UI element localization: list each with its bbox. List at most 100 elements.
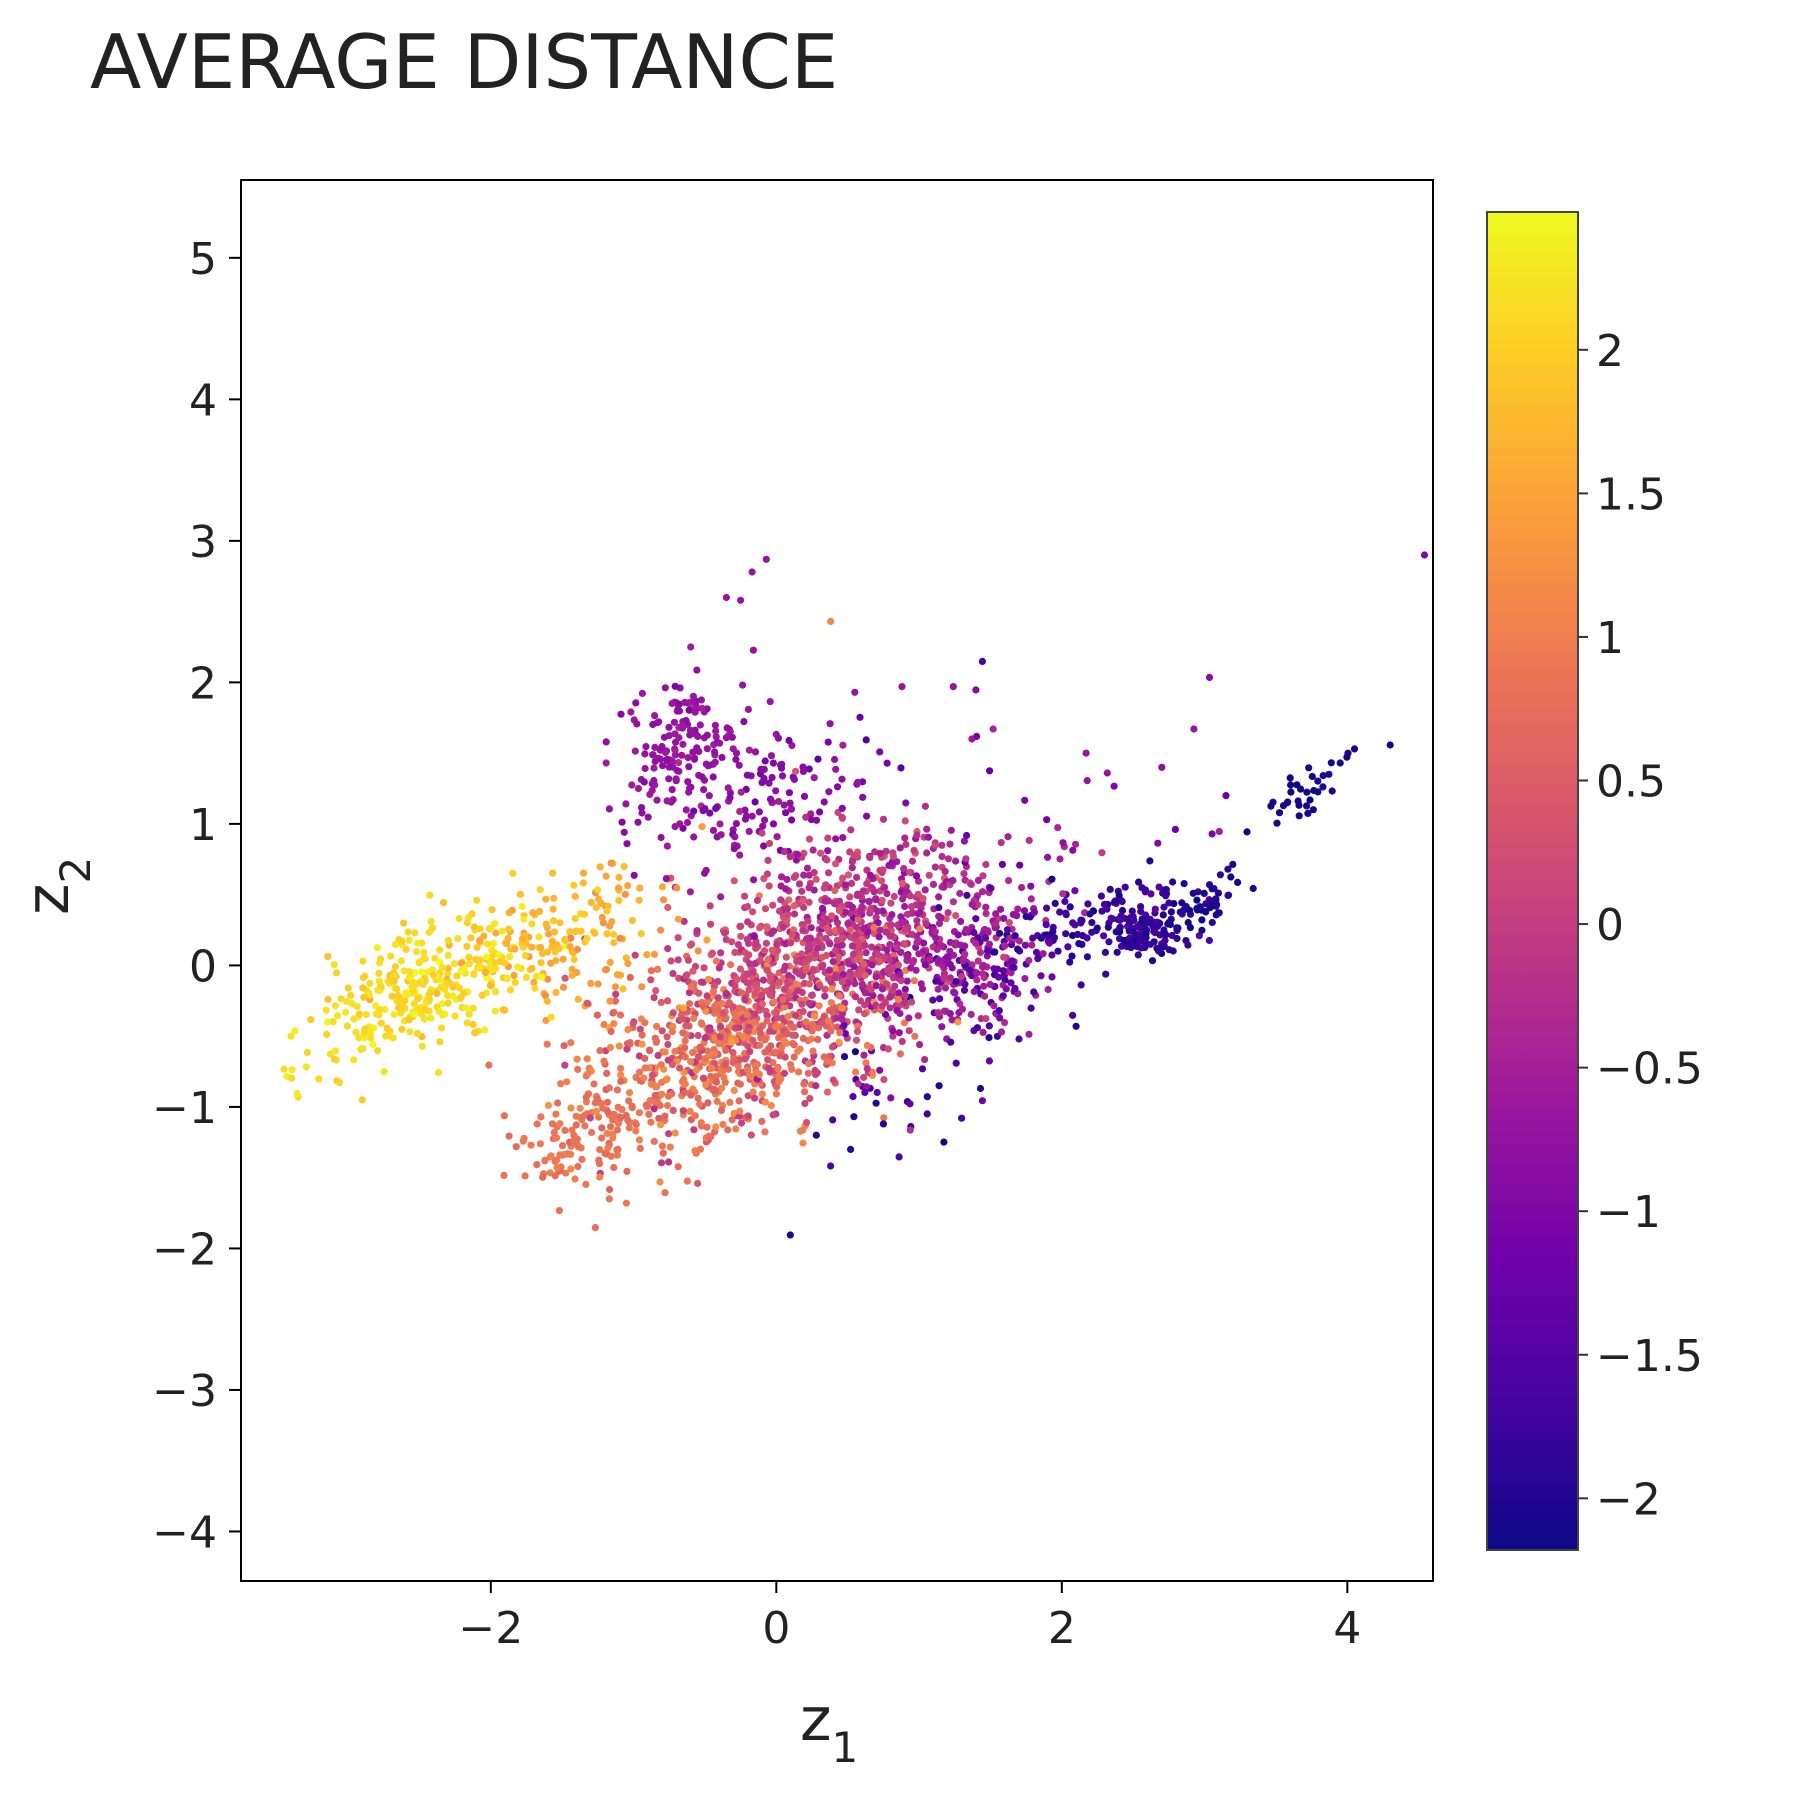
scatter-point <box>658 883 667 891</box>
scatter-point <box>410 980 418 988</box>
scatter-point <box>902 799 910 807</box>
scatter-point <box>958 1114 966 1122</box>
scatter-point <box>693 666 701 674</box>
scatter-point <box>838 814 846 822</box>
scatter-point <box>1151 905 1159 913</box>
scatter-point <box>807 810 815 818</box>
scatter-point <box>961 950 969 958</box>
scatter-point <box>721 929 729 937</box>
scatter-point <box>664 997 672 1005</box>
scatter-point <box>722 1046 730 1055</box>
scatter-point <box>861 971 869 979</box>
scatter-point <box>1210 899 1218 907</box>
scatter-point <box>1014 905 1022 913</box>
scatter-point <box>712 957 721 965</box>
scatter-point <box>806 1094 814 1103</box>
scatter-point <box>605 1195 613 1203</box>
scatter-point <box>740 718 748 726</box>
scatter-point <box>647 976 655 984</box>
scatter-point <box>982 1015 990 1023</box>
scatter-point <box>506 986 515 994</box>
scatter-point <box>1004 833 1012 841</box>
scatter-point <box>914 1012 922 1020</box>
scatter-point <box>1134 951 1142 959</box>
scatter-point <box>681 1037 689 1045</box>
scatter-point <box>676 1064 684 1072</box>
scatter-point <box>743 1010 751 1019</box>
y-tick-label: 4 <box>189 375 217 426</box>
scatter-point <box>1044 853 1052 861</box>
scatter-point <box>375 1011 383 1019</box>
scatter-point <box>763 1012 771 1020</box>
scatter-point <box>622 1111 630 1119</box>
scatter-point <box>737 596 745 604</box>
scatter-point <box>741 892 749 900</box>
scatter-point <box>1267 802 1275 810</box>
scatter-point <box>786 939 795 947</box>
scatter-point <box>807 924 815 932</box>
scatter-point <box>660 733 669 741</box>
scatter-point <box>622 1199 631 1207</box>
scatter-point <box>949 683 957 691</box>
scatter-point <box>671 1047 679 1055</box>
scatter-point <box>719 1009 727 1017</box>
scatter-point <box>781 1003 789 1011</box>
scatter-point <box>974 957 982 965</box>
scatter-point <box>912 872 921 880</box>
scatter-point <box>1308 772 1316 781</box>
scatter-point <box>705 792 713 800</box>
scatter-point <box>703 992 711 1000</box>
scatter-point <box>767 752 776 760</box>
scatter-point <box>1141 943 1149 952</box>
scatter-point <box>451 1012 459 1020</box>
scatter-point <box>375 969 383 977</box>
scatter-point <box>610 1163 618 1172</box>
scatter-point <box>1001 942 1009 950</box>
scatter-point <box>617 710 625 718</box>
scatter-point <box>973 732 981 741</box>
scatter-point <box>827 617 835 626</box>
scatter-point <box>752 940 760 949</box>
scatter-point <box>606 997 614 1005</box>
scatter-point <box>761 1036 769 1044</box>
scatter-point <box>715 1040 723 1048</box>
scatter-point <box>782 1039 790 1047</box>
scatter-point <box>851 688 859 696</box>
scatter-point <box>780 848 789 856</box>
scatter-point <box>518 902 526 911</box>
scatter-point <box>921 886 929 894</box>
scatter-point <box>849 1093 857 1101</box>
scatter-point <box>985 1022 993 1030</box>
scatter-point <box>505 909 513 917</box>
scatter-point <box>623 840 631 848</box>
scatter-point <box>732 749 741 757</box>
scatter-point <box>878 985 887 993</box>
scatter-point <box>952 977 960 986</box>
scatter-point <box>1128 907 1136 915</box>
scatter-point <box>793 850 802 859</box>
scatter-point <box>921 802 930 810</box>
scatter-point <box>488 906 496 914</box>
scatter-point <box>658 742 666 751</box>
scatter-point <box>712 1123 720 1131</box>
scatter-point <box>765 882 773 890</box>
scatter-point <box>323 1030 331 1039</box>
scatter-point <box>1131 931 1139 939</box>
scatter-point <box>906 1100 914 1108</box>
scatter-point <box>622 954 630 962</box>
scatter-point <box>555 1207 564 1215</box>
scatter-point <box>887 921 895 929</box>
scatter-point <box>402 945 410 954</box>
scatter-point <box>582 1093 590 1101</box>
scatter-point <box>544 975 552 983</box>
scatter-point <box>543 1040 551 1048</box>
scatter-point <box>985 1057 994 1065</box>
scatter-point <box>907 903 916 911</box>
scatter-point <box>427 917 435 926</box>
scatter-point <box>704 762 712 770</box>
scatter-point <box>923 1110 931 1118</box>
scatter-point <box>607 1027 615 1036</box>
scatter-point <box>824 1017 832 1025</box>
scatter-point <box>618 1105 626 1114</box>
scatter-point <box>549 1135 557 1143</box>
